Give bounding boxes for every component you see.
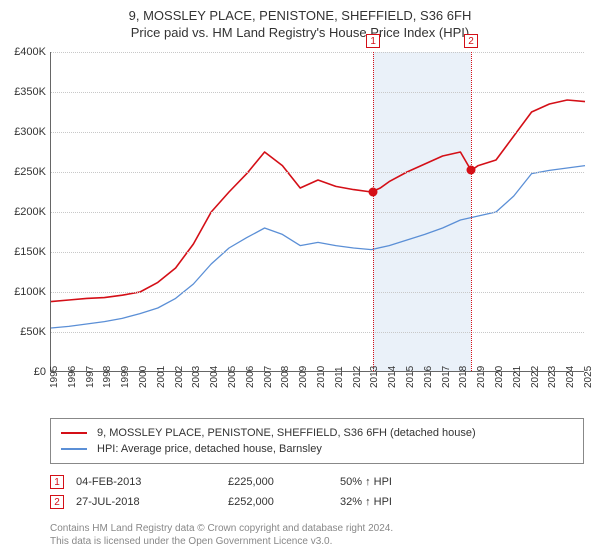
x-axis-label: 2023 [547, 366, 558, 388]
event-row: 2 27-JUL-2018 £252,000 32% ↑ HPI [50, 492, 584, 512]
x-axis-label: 2012 [352, 366, 363, 388]
y-axis-label: £150K [0, 246, 46, 258]
x-axis-label: 2005 [227, 366, 238, 388]
chart-title-1: 9, MOSSLEY PLACE, PENISTONE, SHEFFIELD, … [0, 8, 600, 23]
x-axis-label: 2024 [565, 366, 576, 388]
event-number: 2 [50, 495, 64, 509]
x-axis-label: 2021 [512, 366, 523, 388]
y-axis-label: £300K [0, 126, 46, 138]
x-axis-label: 2010 [316, 366, 327, 388]
chart-title-2: Price paid vs. HM Land Registry's House … [0, 25, 600, 40]
x-axis-label: 2003 [191, 366, 202, 388]
x-axis-label: 2013 [369, 366, 380, 388]
x-axis-label: 2008 [280, 366, 291, 388]
legend-swatch [61, 448, 87, 450]
x-axis-label: 1999 [120, 366, 131, 388]
event-marker-box: 1 [366, 34, 380, 48]
x-axis-label: 1995 [49, 366, 60, 388]
x-axis-label: 2016 [423, 366, 434, 388]
event-row: 1 04-FEB-2013 £225,000 50% ↑ HPI [50, 472, 584, 492]
event-marker-box: 2 [464, 34, 478, 48]
events-table: 1 04-FEB-2013 £225,000 50% ↑ HPI 2 27-JU… [50, 472, 584, 512]
event-pct: 50% ↑ HPI [340, 476, 440, 488]
x-axis-label: 2017 [441, 366, 452, 388]
data-point-marker [467, 166, 476, 175]
legend: 9, MOSSLEY PLACE, PENISTONE, SHEFFIELD, … [50, 418, 584, 464]
x-axis-label: 2014 [387, 366, 398, 388]
y-axis-label: £250K [0, 166, 46, 178]
event-number: 1 [50, 475, 64, 489]
y-axis-label: £200K [0, 206, 46, 218]
data-point-marker [369, 188, 378, 197]
y-axis-label: £100K [0, 286, 46, 298]
event-price: £225,000 [228, 476, 328, 488]
plot-area: 12 [50, 52, 584, 372]
x-axis-label: 1998 [102, 366, 113, 388]
legend-label: HPI: Average price, detached house, Barn… [97, 443, 322, 455]
x-axis-label: 2015 [405, 366, 416, 388]
x-axis-label: 2004 [209, 366, 220, 388]
legend-item: HPI: Average price, detached house, Barn… [61, 441, 573, 457]
chart-titles: 9, MOSSLEY PLACE, PENISTONE, SHEFFIELD, … [0, 0, 600, 40]
event-date: 04-FEB-2013 [76, 476, 216, 488]
x-axis-label: 2007 [263, 366, 274, 388]
x-axis-label: 1997 [85, 366, 96, 388]
y-axis-label: £0 [0, 366, 46, 378]
x-axis-label: 2025 [583, 366, 594, 388]
x-axis-label: 2011 [334, 366, 345, 388]
legend-swatch [61, 432, 87, 434]
y-axis-label: £400K [0, 46, 46, 58]
event-date: 27-JUL-2018 [76, 496, 216, 508]
x-axis-label: 2002 [174, 366, 185, 388]
chart-container: 9, MOSSLEY PLACE, PENISTONE, SHEFFIELD, … [0, 0, 600, 560]
event-price: £252,000 [228, 496, 328, 508]
y-axis-label: £50K [0, 326, 46, 338]
x-axis-label: 2009 [298, 366, 309, 388]
legend-item: 9, MOSSLEY PLACE, PENISTONE, SHEFFIELD, … [61, 425, 573, 441]
x-axis-label: 2006 [245, 366, 256, 388]
x-axis-label: 2020 [494, 366, 505, 388]
x-axis-label: 2019 [476, 366, 487, 388]
footer: Contains HM Land Registry data © Crown c… [50, 522, 584, 548]
x-axis-label: 2000 [138, 366, 149, 388]
legend-label: 9, MOSSLEY PLACE, PENISTONE, SHEFFIELD, … [97, 427, 476, 439]
footer-line: This data is licensed under the Open Gov… [50, 535, 584, 548]
y-axis-label: £350K [0, 86, 46, 98]
x-axis-label: 1996 [67, 366, 78, 388]
x-axis-label: 2001 [156, 366, 167, 388]
event-pct: 32% ↑ HPI [340, 496, 440, 508]
x-axis-label: 2022 [530, 366, 541, 388]
x-axis-label: 2018 [458, 366, 469, 388]
footer-line: Contains HM Land Registry data © Crown c… [50, 522, 584, 535]
